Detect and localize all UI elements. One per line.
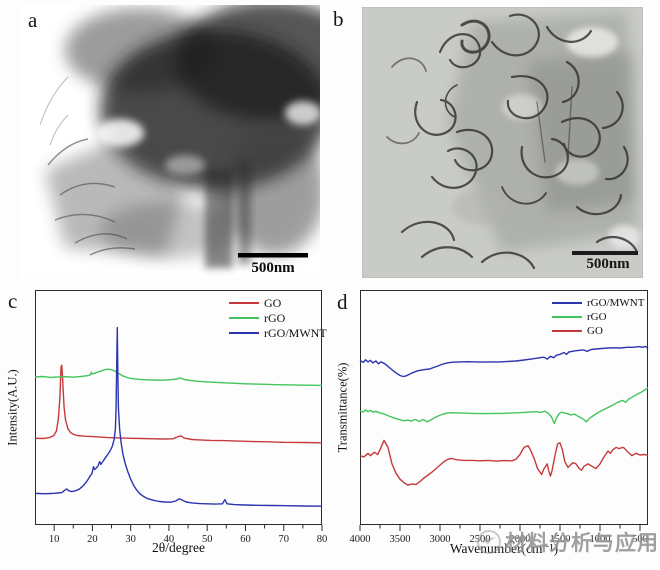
legend-label-rgo-mwnt: rGO/MWNT <box>587 296 645 309</box>
legend-line-go <box>229 301 259 304</box>
plot-border <box>360 290 648 525</box>
x-tick-label: 60 <box>240 534 251 545</box>
x-tick-label: 2000 <box>510 534 531 545</box>
x-tick-label: 2500 <box>470 534 491 545</box>
watermark-text: 材料分析与应用 <box>505 531 659 555</box>
xrd-chart: 10 20 30 40 50 60 70 80 <box>34 290 328 545</box>
panel-c-letter: c <box>8 289 18 313</box>
legend-line-rgo <box>552 316 582 318</box>
curve-rgo-mwnt <box>359 345 649 378</box>
scale-bar-a-label: 500nm <box>251 260 295 276</box>
x-tick-label: 4000 <box>350 534 371 545</box>
scale-bar-b <box>572 251 638 255</box>
watermark-logo-icon <box>477 530 501 554</box>
ftir-legend: rGO/MWNT rGO GO <box>552 296 644 338</box>
tem-image-a: 500nm <box>20 5 320 278</box>
curve-go <box>34 364 323 444</box>
legend-item-rgo: rGO <box>229 310 327 325</box>
panel-b-letter: b <box>333 7 344 31</box>
x-tick-label: 500 <box>632 534 648 545</box>
legend-label-rgo-mwnt: rGO/MWNT <box>264 325 327 340</box>
x-tick-label: 1500 <box>550 534 571 545</box>
legend-label-go: GO <box>264 295 282 310</box>
ftir-ylabel-wrap: Transmittance(%) <box>330 290 356 525</box>
legend-line-rgo <box>229 316 259 319</box>
ftir-ylabel: Transmittance(%) <box>335 362 350 453</box>
x-tick-label: 1000 <box>590 534 611 545</box>
ftir-xlabel: Wavenumber(cm⁻¹) <box>449 541 559 556</box>
ftir-chart: 4000 3500 3000 2500 2000 1500 1000 500 <box>350 290 649 545</box>
curve-go <box>359 439 649 486</box>
legend-line-go <box>552 330 582 332</box>
legend-item-go: GO <box>552 324 644 338</box>
legend-line-rgo-mwnt <box>229 331 259 334</box>
legend-line-rgo-mwnt <box>552 302 582 304</box>
panel-a-letter: a <box>28 8 38 32</box>
tem-image-b: 500nm <box>362 7 643 278</box>
curve-rgo <box>359 387 649 425</box>
legend-item-rgo-mwnt: rGO/MWNT <box>229 325 327 340</box>
tem-b-nanotubes <box>386 13 639 270</box>
x-tick-label: 10 <box>49 534 60 545</box>
xrd-ylabel-wrap: Intensity(A.U.) <box>0 290 26 525</box>
legend-item-rgo-mwnt: rGO/MWNT <box>552 296 644 310</box>
legend-label-rgo: rGO <box>587 310 607 323</box>
legend-item-rgo: rGO <box>552 310 644 324</box>
tem-a-graphene-sheet <box>39 5 320 268</box>
x-tick-label: 20 <box>87 534 98 545</box>
xrd-ylabel: Intensity(A.U.) <box>5 369 20 446</box>
x-tick-label: 80 <box>317 534 328 545</box>
panel-d-letter: d <box>337 290 348 314</box>
x-tick-label: 50 <box>202 534 213 545</box>
curve-rgo <box>34 368 323 387</box>
legend-item-go: GO <box>229 295 327 310</box>
legend-label-rgo: rGO <box>264 310 286 325</box>
curve-rgo-mwnt <box>34 326 323 507</box>
legend-label-go: GO <box>587 324 603 337</box>
tem-b-rgo-sheets <box>447 12 640 252</box>
watermark: 材料分析与应用 <box>476 527 659 557</box>
x-tick-label: 70 <box>278 534 289 545</box>
x-tick-label: 3000 <box>430 534 451 545</box>
plot-border <box>35 290 322 525</box>
xrd-legend: GO rGO rGO/MWNT <box>229 295 327 340</box>
x-tick-label: 40 <box>164 534 175 545</box>
x-tick-label: 3500 <box>390 534 411 545</box>
scale-bar-b-label: 500nm <box>586 256 630 272</box>
xrd-xlabel: 2θ/degree <box>152 540 205 555</box>
x-tick-label: 30 <box>125 534 135 545</box>
scale-bar-a <box>238 253 308 258</box>
